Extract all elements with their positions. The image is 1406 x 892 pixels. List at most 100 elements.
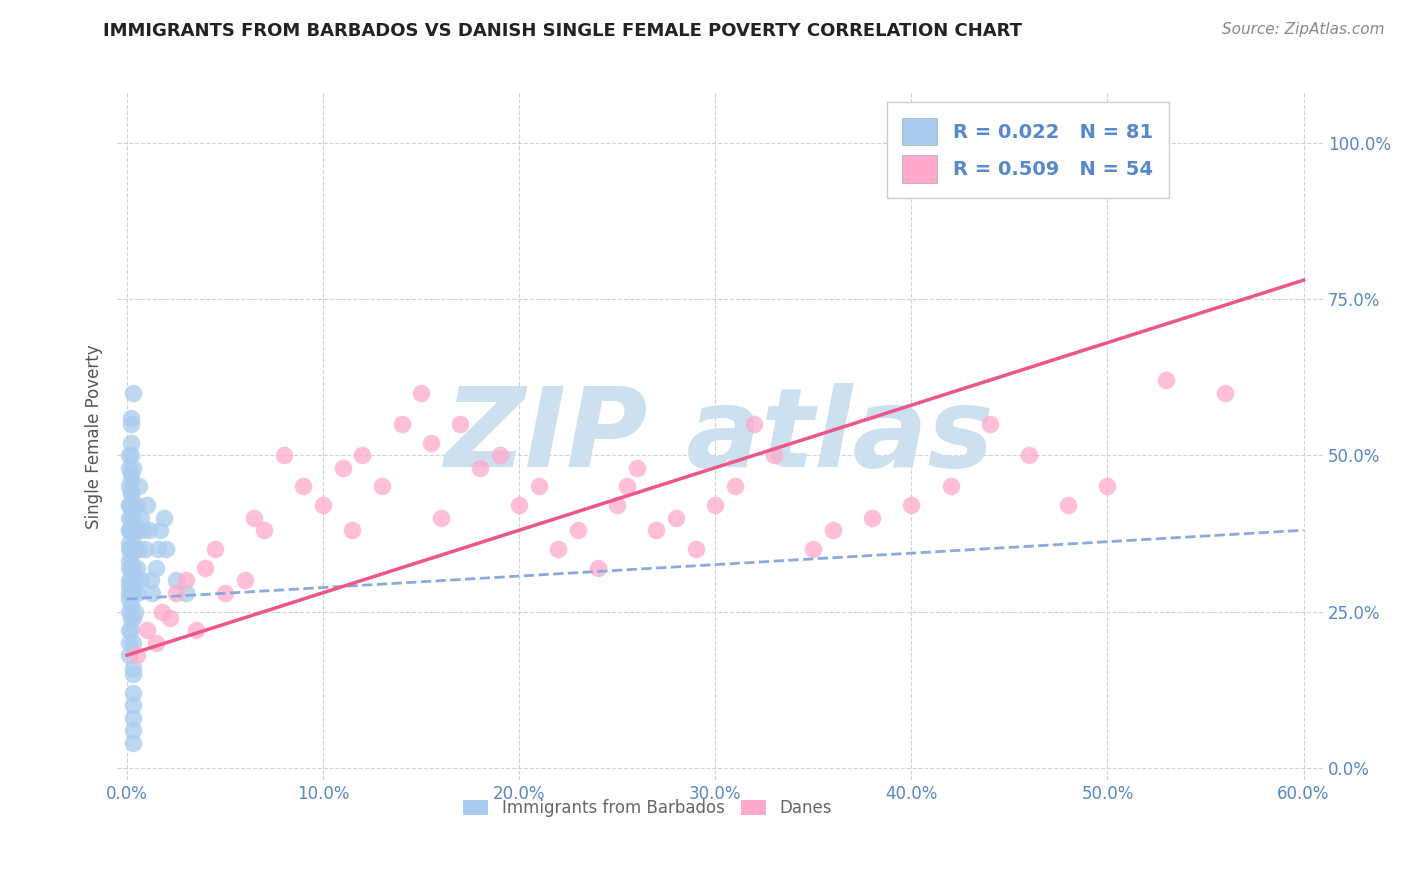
Point <box>138 523 160 537</box>
Point <box>419 435 441 450</box>
Text: Source: ZipAtlas.com: Source: ZipAtlas.com <box>1222 22 1385 37</box>
Point <box>120 573 142 587</box>
Point <box>118 605 141 619</box>
Point <box>135 624 157 638</box>
Point <box>155 541 177 556</box>
Point <box>122 736 145 750</box>
Point <box>118 573 141 587</box>
Point <box>122 667 145 681</box>
Point <box>120 624 142 638</box>
Point <box>468 460 491 475</box>
Point <box>124 541 146 556</box>
Point <box>821 523 844 537</box>
Point <box>332 460 354 475</box>
Point <box>135 498 157 512</box>
Point <box>165 573 187 587</box>
Point <box>118 580 141 594</box>
Point <box>118 554 141 568</box>
Point <box>118 460 141 475</box>
Point <box>118 648 141 663</box>
Point <box>118 498 141 512</box>
Point <box>122 560 145 574</box>
Point <box>391 417 413 431</box>
Point <box>508 498 530 512</box>
Point <box>900 498 922 512</box>
Point <box>165 586 187 600</box>
Point <box>118 479 141 493</box>
Point <box>125 523 148 537</box>
Point <box>122 535 145 549</box>
Point <box>429 510 451 524</box>
Point <box>744 417 766 431</box>
Point <box>860 510 883 524</box>
Point <box>120 548 142 562</box>
Point <box>724 479 747 493</box>
Point <box>129 573 152 587</box>
Point <box>939 479 962 493</box>
Y-axis label: Single Female Poverty: Single Female Poverty <box>86 344 103 529</box>
Point <box>801 541 824 556</box>
Point <box>125 586 148 600</box>
Point <box>120 541 142 556</box>
Text: ZIP atlas: ZIP atlas <box>446 383 995 490</box>
Point <box>128 541 150 556</box>
Point <box>122 711 145 725</box>
Point <box>342 523 364 537</box>
Point <box>122 460 145 475</box>
Point <box>243 510 266 524</box>
Point <box>1097 479 1119 493</box>
Point <box>184 624 207 638</box>
Point <box>174 573 197 587</box>
Point <box>194 560 217 574</box>
Point <box>120 523 142 537</box>
Point <box>665 510 688 524</box>
Point <box>567 523 589 537</box>
Point <box>174 586 197 600</box>
Point <box>120 485 142 500</box>
Point <box>150 605 173 619</box>
Point <box>145 636 167 650</box>
Point <box>120 599 142 613</box>
Point <box>122 611 145 625</box>
Point <box>122 723 145 738</box>
Point <box>488 448 510 462</box>
Point <box>122 586 145 600</box>
Point <box>125 560 148 574</box>
Point <box>141 586 163 600</box>
Point <box>134 541 156 556</box>
Point <box>233 573 256 587</box>
Point <box>120 473 142 487</box>
Point <box>1057 498 1080 512</box>
Point <box>120 467 142 481</box>
Point <box>371 479 394 493</box>
Point <box>122 661 145 675</box>
Point <box>118 535 141 549</box>
Point <box>120 510 142 524</box>
Point <box>704 498 727 512</box>
Point <box>118 498 141 512</box>
Point <box>120 485 142 500</box>
Point <box>685 541 707 556</box>
Point <box>120 611 142 625</box>
Point <box>131 523 153 537</box>
Point <box>124 523 146 537</box>
Point <box>145 560 167 574</box>
Point <box>626 460 648 475</box>
Point <box>411 385 433 400</box>
Point <box>122 636 145 650</box>
Point <box>118 592 141 607</box>
Point <box>118 636 141 650</box>
Point <box>1213 385 1236 400</box>
Point <box>616 479 638 493</box>
Point <box>120 410 142 425</box>
Point <box>763 448 786 462</box>
Point <box>118 541 141 556</box>
Point <box>214 586 236 600</box>
Point <box>122 698 145 713</box>
Point <box>449 417 471 431</box>
Point <box>122 385 145 400</box>
Point <box>128 479 150 493</box>
Point <box>124 498 146 512</box>
Point <box>606 498 628 512</box>
Point <box>979 417 1001 431</box>
